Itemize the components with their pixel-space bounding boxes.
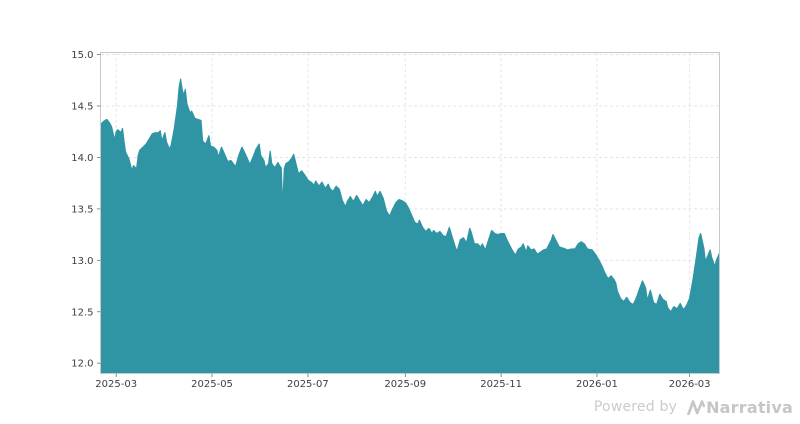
x-tick-label: 2026-01 (576, 379, 618, 390)
y-tick-label: 13.5 (71, 204, 93, 215)
x-tick-label: 2025-05 (191, 379, 233, 390)
narrativa-logo-icon (687, 400, 706, 415)
y-axis-tick-labels: 12.0 12.5 13.0 13.5 14.0 14.5 15.0 (71, 50, 93, 370)
y-tick-label: 15.0 (71, 50, 93, 61)
x-tick-label: 2025-03 (95, 379, 137, 390)
x-tick-label: 2026-03 (669, 379, 711, 390)
area-series-line (100, 78, 721, 313)
powered-by-text: Powered by (593, 399, 678, 415)
x-tick-label: 2025-07 (287, 379, 329, 390)
plot-border (100, 52, 720, 374)
x-axis-tick-labels: 2025-03 2025-05 2025-07 2025-09 2025-11 2026-… (95, 379, 710, 390)
y-tick-label: 12.0 (71, 359, 93, 370)
x-tick-label: 2025-09 (384, 379, 426, 390)
x-tick-label: 2025-11 (480, 379, 522, 390)
y-axis-ticks (97, 54, 101, 364)
narrativa-brand-text: Narrativa (706, 398, 793, 417)
y-tick-label: 14.5 (71, 102, 93, 113)
y-tick-label: 13.0 (71, 256, 93, 267)
area-series-fill (100, 79, 720, 374)
y-tick-label: 12.5 (71, 307, 93, 318)
y-tick-label: 14.0 (71, 153, 93, 164)
x-axis-ticks (115, 373, 691, 377)
watermark: Powered by Narrativa (594, 399, 793, 416)
